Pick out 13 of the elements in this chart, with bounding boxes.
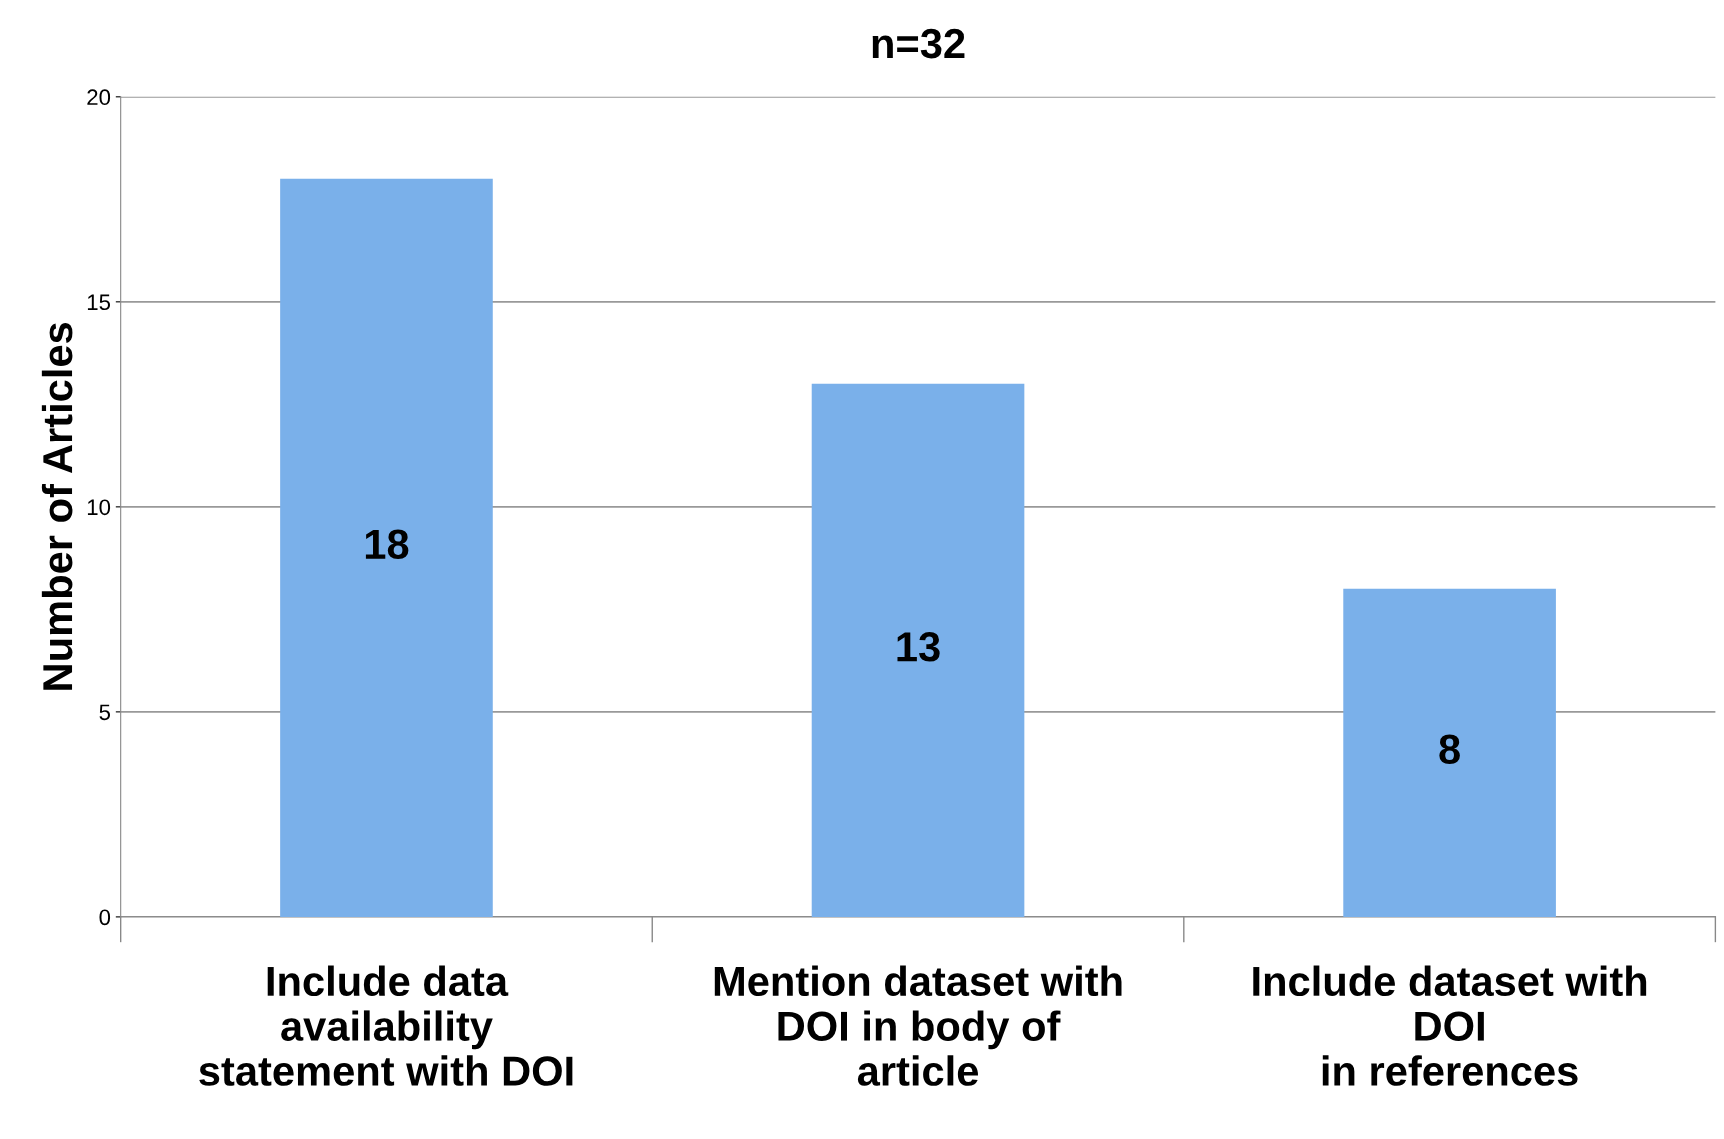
y-tick-label: 10 xyxy=(87,499,111,516)
y-tick-label: 0 xyxy=(99,909,111,926)
data-label: 8 xyxy=(1439,734,1460,765)
y-axis-title: Number of Articles xyxy=(41,322,73,690)
x-tick-label: Include dataset with DOI in references xyxy=(1253,965,1647,1086)
data-label: 13 xyxy=(897,632,940,662)
y-tick-label: 5 xyxy=(99,704,111,721)
x-tick-label: Include data availability statement with DOI xyxy=(199,965,573,1086)
x-tick-label: Mention dataset with DOI in body of article xyxy=(714,965,1122,1086)
y-tick-label: 20 xyxy=(87,89,111,106)
data-label: 18 xyxy=(365,529,409,560)
chart-title: n=32 xyxy=(872,28,965,59)
y-tick-label: 15 xyxy=(87,294,111,311)
